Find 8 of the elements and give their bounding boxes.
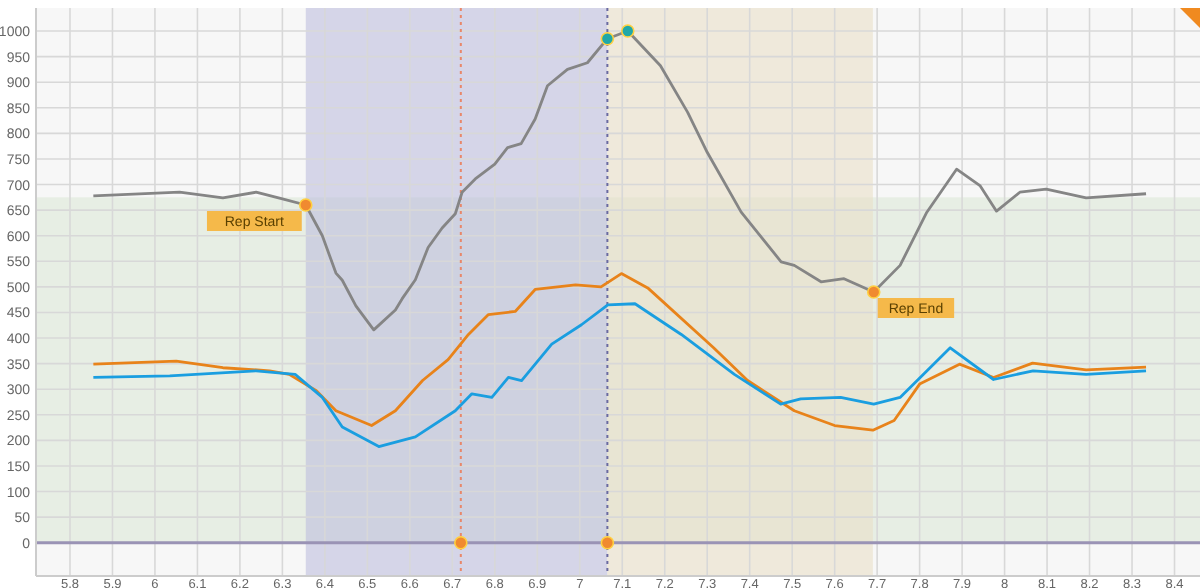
point [600,31,615,46]
point [600,535,615,550]
point [866,285,881,299]
line-series [91,302,1148,448]
point [454,535,468,550]
line-series [91,272,1148,432]
point [298,198,313,212]
point [620,24,635,38]
